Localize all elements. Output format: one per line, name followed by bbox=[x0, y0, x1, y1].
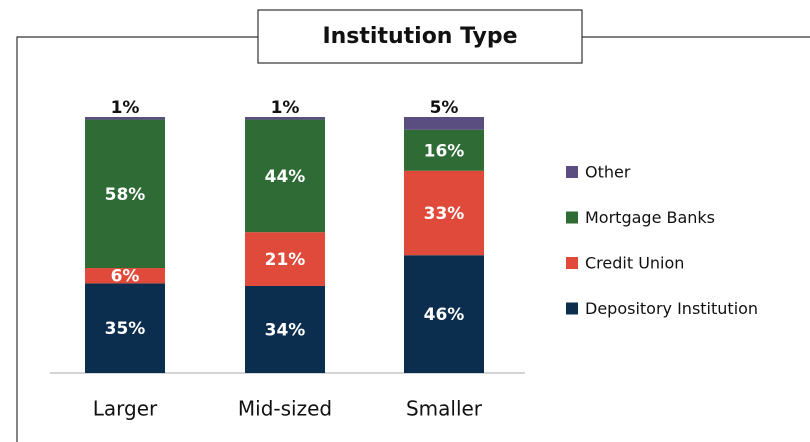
bar-segment bbox=[245, 117, 325, 120]
data-label: 1% bbox=[111, 98, 140, 118]
data-label: 5% bbox=[430, 98, 459, 118]
legend-swatch bbox=[566, 211, 578, 224]
legend-label: Credit Union bbox=[585, 254, 684, 273]
data-label: 34% bbox=[265, 320, 306, 340]
legend-swatch bbox=[566, 166, 578, 178]
data-label: 21% bbox=[265, 250, 306, 270]
legend-swatch bbox=[566, 302, 578, 315]
bar-segment bbox=[245, 119, 325, 233]
bar-segment bbox=[85, 119, 165, 269]
data-label: 33% bbox=[424, 204, 465, 224]
data-label: 44% bbox=[265, 167, 306, 187]
data-label: 6% bbox=[111, 267, 140, 287]
x-tick-label: Larger bbox=[93, 397, 158, 421]
legend-swatch bbox=[566, 257, 578, 269]
bar-segment bbox=[245, 285, 325, 373]
chart-title: Institution Type bbox=[322, 24, 517, 49]
frame bbox=[16, 36, 810, 442]
bar-segment bbox=[85, 268, 165, 284]
x-tick-label: Smaller bbox=[406, 397, 483, 421]
data-label: 16% bbox=[424, 141, 465, 161]
x-tick-label: Mid-sized bbox=[238, 397, 332, 421]
data-label: 35% bbox=[105, 319, 146, 339]
bar-segment bbox=[404, 129, 484, 171]
data-label: 46% bbox=[424, 305, 465, 325]
legend-label: Mortgage Banks bbox=[585, 208, 715, 227]
legend-label: Depository Institution bbox=[585, 299, 758, 318]
bar-segment bbox=[404, 255, 484, 373]
bar-segment bbox=[404, 170, 484, 256]
data-label: 58% bbox=[105, 185, 146, 205]
bar-segment bbox=[245, 232, 325, 286]
title-box bbox=[257, 9, 583, 64]
legend-label: Other bbox=[585, 163, 631, 182]
bar-segment bbox=[85, 117, 165, 120]
bar-segment bbox=[404, 117, 484, 130]
data-label: 1% bbox=[271, 98, 300, 118]
bar-segment bbox=[85, 283, 165, 373]
